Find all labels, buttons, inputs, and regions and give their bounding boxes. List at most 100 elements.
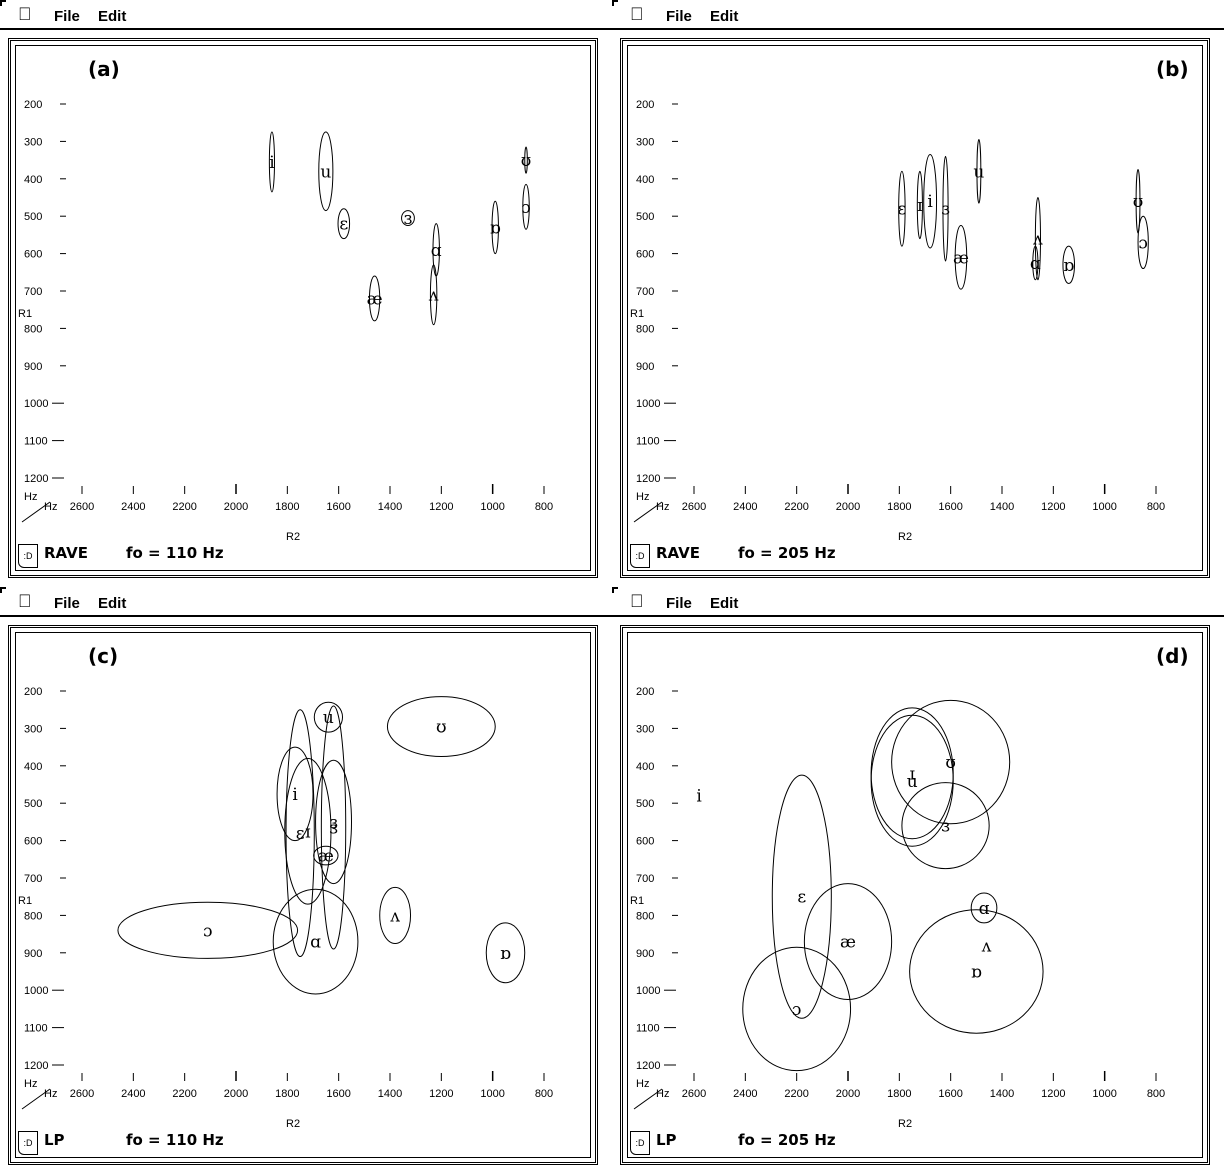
vowel-ellipse [901, 782, 990, 870]
vowel-symbol: æ [840, 933, 856, 953]
x-tick-label: 1200 [429, 501, 453, 513]
apple-menu-icon[interactable]:  [18, 4, 32, 25]
vowel-symbol: ɔ [521, 198, 531, 218]
vowel-ellipse [524, 146, 528, 174]
x-axis-label: R2 [898, 1118, 912, 1130]
vowel-symbol: u [907, 772, 918, 792]
y-unit-label: Hz [24, 491, 37, 503]
plot-window: (c) 200 300 400 500 600 700 800 900 1000 1100 1200 R… [8, 625, 598, 1165]
file-menu[interactable]: File [666, 595, 692, 612]
edit-menu[interactable]: Edit [98, 595, 127, 612]
y-tick-label: 200 [636, 99, 654, 111]
vowel-ellipse [320, 705, 347, 950]
vowel-symbol: ɛ [296, 824, 305, 844]
y-tick-label: 1000 [636, 398, 660, 410]
x-tick-label: 2600 [682, 501, 706, 513]
y-tick-label: 200 [24, 686, 42, 698]
vowel-ellipse [337, 208, 351, 240]
vowel-ellipse [1062, 245, 1076, 285]
plot-window: (b) 200 300 400 500 600 700 800 900 1000 1100 1200 R… [620, 38, 1210, 578]
file-menu[interactable]: File [54, 8, 80, 25]
x-unit-label: Hz [44, 1088, 57, 1100]
x-tick-label: 1800 [275, 501, 299, 513]
axis-divider [21, 501, 51, 523]
vowel-symbol: ɜ [941, 817, 950, 837]
panel-label: (d) [1156, 644, 1189, 668]
vowel-symbol: ɔ [1138, 233, 1148, 253]
vowel-symbol: ɑ [431, 241, 442, 261]
size-box-icon[interactable]: :D [630, 1131, 650, 1155]
vowel-ellipse [368, 275, 381, 322]
size-box-icon[interactable]: :D [18, 1131, 38, 1155]
vowel-ellipse [268, 131, 276, 193]
panel-label: (b) [1156, 57, 1189, 81]
x-unit-label: Hz [656, 501, 669, 513]
vowel-symbol: ɜ [404, 209, 413, 229]
y-tick-label: 700 [24, 286, 42, 298]
method-label: RAVE [44, 544, 88, 562]
edit-menu[interactable]: Edit [98, 8, 127, 25]
y-tick-label: 1200 [24, 1060, 48, 1072]
x-tick-label: 800 [535, 501, 553, 513]
y-tick-label: 300 [636, 136, 654, 148]
vowel-symbol: ɑ [1030, 254, 1041, 274]
vowel-ellipse [284, 757, 332, 905]
window-c:  File Edit (c) 200 300 400 500 600 700 800 900 1… [0, 587, 612, 1173]
vowel-ellipse [429, 264, 438, 326]
vowel-ellipse [522, 183, 530, 230]
y-tick-label: 1100 [24, 1023, 48, 1035]
vowel-symbol: ɪ [305, 822, 311, 842]
fo-label: fo = 110 Hz [126, 1131, 224, 1149]
y-tick-label: 800 [24, 910, 42, 922]
y-tick-label: 1000 [24, 985, 48, 997]
x-tick-label: 2600 [682, 1088, 706, 1100]
x-axis-label: R2 [286, 531, 300, 543]
apple-menu-icon[interactable]:  [18, 591, 32, 612]
y-tick-label: 1000 [636, 985, 660, 997]
fo-label: fo = 205 Hz [738, 1131, 836, 1149]
vowel-ellipse [891, 699, 1011, 825]
edit-menu[interactable]: Edit [710, 595, 739, 612]
y-tick-label: 900 [636, 361, 654, 373]
window-corner [0, 0, 6, 6]
y-tick-label: 700 [636, 873, 654, 885]
x-axis-label: R2 [286, 1118, 300, 1130]
apple-menu-icon[interactable]:  [630, 4, 644, 25]
vowel-ellipse [803, 883, 893, 1001]
window-a:  File Edit (a) 200 300 400 500 600 700 800 900 1… [0, 0, 612, 586]
size-box-icon[interactable]: :D [18, 544, 38, 568]
vowel-ellipse [976, 139, 982, 204]
size-box-icon[interactable]: :D [630, 544, 650, 568]
axis-divider [21, 1088, 51, 1110]
y-unit-label: Hz [636, 491, 649, 503]
y-tick-label: 1100 [636, 436, 660, 448]
menu-bar:  File Edit [0, 0, 612, 30]
vowel-symbol: ɜ [329, 819, 338, 839]
file-menu[interactable]: File [54, 595, 80, 612]
x-tick-label: 800 [1147, 1088, 1165, 1100]
vowel-ellipse [272, 888, 359, 995]
x-tick-label: 2000 [836, 1088, 860, 1100]
vowel-symbol: ʌ [389, 906, 400, 926]
y-tick-label: 1100 [636, 1023, 660, 1035]
vowel-symbol: æ [367, 289, 383, 309]
vowel-ellipse [771, 774, 832, 1019]
x-tick-label: 1200 [429, 1088, 453, 1100]
vowel-ellipse [276, 746, 314, 842]
apple-menu-icon[interactable]:  [630, 591, 644, 612]
edit-menu[interactable]: Edit [710, 8, 739, 25]
y-tick-label: 1100 [24, 436, 48, 448]
y-tick-label: 800 [24, 323, 42, 335]
file-menu[interactable]: File [666, 8, 692, 25]
y-tick-label: 600 [636, 836, 654, 848]
y-tick-label: 500 [24, 798, 42, 810]
method-label: LP [44, 1131, 65, 1149]
y-unit-label: Hz [636, 1078, 649, 1090]
vowel-ellipse [909, 909, 1044, 1034]
plot-window: (d) 200 300 400 500 600 700 800 900 1000 1100 1200 R… [620, 625, 1210, 1165]
vowel-symbol: ʌ [981, 936, 992, 956]
x-tick-label: 1600 [938, 1088, 962, 1100]
vowel-symbol: ɜ [941, 200, 950, 220]
vowel-symbol: æ [318, 847, 334, 867]
y-tick-label: 300 [24, 136, 42, 148]
